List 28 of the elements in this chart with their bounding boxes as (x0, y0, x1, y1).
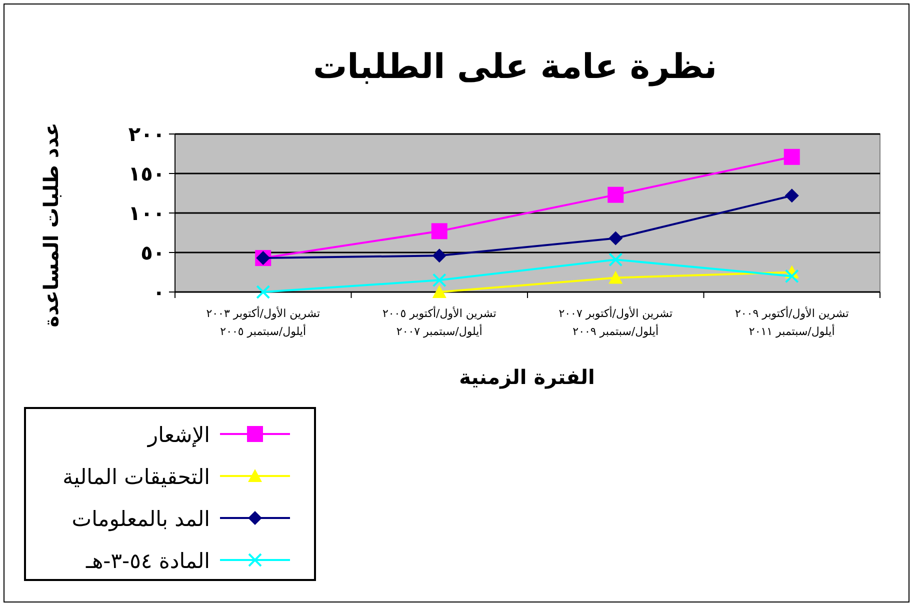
point (608, 252, 623, 267)
legend-label: الإشعار (146, 423, 210, 448)
x-tick-label: تشرين الأول/أكتوبر ٢٠٠٧ أيلول/سبتمبر ٢٠٠٩ (558, 306, 673, 338)
point (784, 148, 800, 165)
x-tick-label: تشرين الأول/أكتوبر ٢٠٠٩ أيلول/سبتمبر ٢٠١١ (734, 306, 849, 338)
legend-label: التحقيقات المالية (62, 465, 210, 489)
legend-label: المد بالمعلومات (72, 507, 210, 532)
point (431, 223, 448, 240)
point (608, 186, 624, 203)
y-tick-label: ١٠٠ (128, 201, 165, 225)
x-tick-label: تشرين الأول/أكتوبر ٢٠٠٥ أيلول/سبتمبر ٢٠٠٧ (382, 306, 496, 338)
y-tick-label: ٠ (152, 280, 165, 304)
y-tick-label: ٥٠ (140, 240, 165, 264)
point (784, 269, 799, 284)
legend-label: المادة ٥٤-٣-هـ (84, 549, 210, 573)
y-tick-label: ١٥٠ (128, 162, 165, 186)
point (608, 231, 623, 246)
x-axis-title: الفترة الزمنية (459, 365, 595, 389)
point (608, 270, 623, 284)
y-axis-title: عدد طلبات المساعدة (39, 122, 63, 328)
y-tick-label: ٢٠٠ (128, 122, 165, 146)
x-tick-label: تشرين الأول/أكتوبر ٢٠٠٣ أيلول/سبتمبر ٢٠٠٥ (206, 306, 320, 338)
point (256, 285, 270, 299)
chart-title: نظرة عامة على الطلبات (312, 47, 718, 87)
point (432, 285, 446, 298)
point (432, 248, 446, 263)
point (432, 273, 446, 288)
point (784, 188, 799, 203)
